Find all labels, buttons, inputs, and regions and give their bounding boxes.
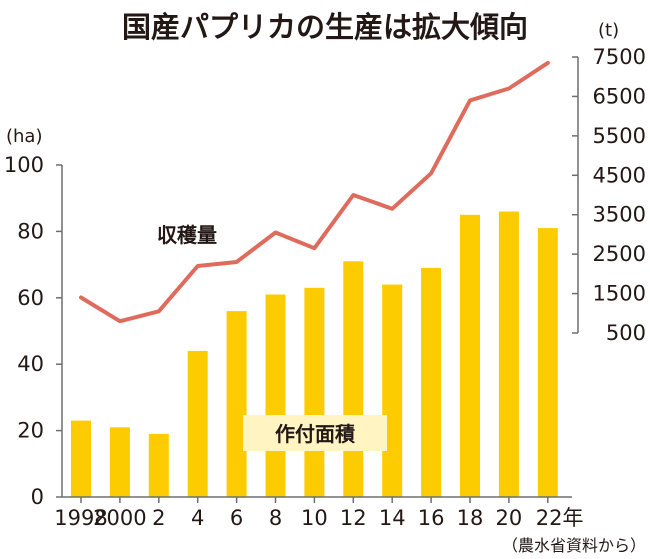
source-note: （農水省資料から）: [502, 536, 646, 555]
bar: [109, 427, 130, 497]
x-tick-label: 1998: [54, 506, 107, 530]
bar: [460, 214, 480, 498]
bar: [421, 267, 442, 497]
right-tick-label: 6500: [593, 84, 646, 108]
bar: [226, 311, 247, 497]
bar: [187, 350, 208, 497]
bar: [304, 287, 325, 497]
chart-title: 国産パプリカの生産は拡大傾向: [122, 10, 528, 44]
x-tick-label: 14: [379, 506, 406, 530]
bar-series: [71, 211, 558, 498]
left-axis-unit: (ha): [6, 126, 42, 147]
right-tick-label: 500: [606, 321, 646, 345]
right-tick-label: 7500: [593, 45, 646, 69]
x-tick-label: 2: [152, 506, 165, 530]
x-tick-label: 6: [230, 506, 243, 530]
right-tick-label: 2500: [593, 242, 646, 266]
bar: [265, 294, 286, 497]
line-point: [391, 208, 393, 210]
left-tick-label: 40: [17, 352, 44, 376]
right-axis: 500 1500 2500 3500 4500 5500 6500 7500: [572, 45, 646, 345]
left-axis: 0 20 40 60 80 100: [4, 153, 63, 509]
x-tick-label: 12: [340, 506, 367, 530]
left-tick-label: 80: [17, 219, 44, 243]
line-point: [275, 232, 276, 233]
line-point: [197, 265, 199, 267]
x-tick-label: 2000: [93, 506, 146, 530]
bar: [71, 420, 91, 497]
line-point: [547, 62, 549, 64]
line-point: [119, 320, 121, 322]
line-series-label: 収穫量: [157, 223, 217, 247]
x-tick-label: 16: [418, 506, 445, 530]
x-tick-label: 8: [269, 506, 282, 530]
line-point: [352, 194, 354, 196]
x-tick-label: 22年: [536, 506, 584, 530]
line-point: [430, 172, 432, 174]
line-point: [80, 297, 82, 298]
right-tick-label: 5500: [593, 124, 646, 148]
bar: [148, 433, 169, 497]
line-point: [236, 261, 238, 263]
left-tick-label: 0: [31, 485, 44, 509]
left-tick-label: 100: [4, 153, 44, 177]
x-tick-label: 18: [457, 506, 484, 530]
x-tick-label: 10: [301, 506, 328, 530]
bar: [537, 228, 558, 497]
left-tick-label: 60: [17, 286, 44, 310]
right-tick-label: 3500: [593, 203, 646, 227]
line-point: [469, 99, 471, 101]
right-tick-label: 1500: [593, 282, 646, 306]
line-point: [508, 88, 510, 89]
bar-series-label: 作付面積: [243, 415, 387, 451]
x-tick-label: 4: [191, 506, 204, 530]
bar: [498, 211, 519, 497]
bar: [343, 261, 364, 497]
line-series: [79, 60, 550, 324]
left-tick-label: 20: [17, 419, 44, 443]
bar-series-label-text: 作付面積: [275, 422, 356, 446]
bar: [382, 284, 403, 497]
line-point: [158, 310, 160, 312]
x-tick-label: 20: [496, 506, 523, 530]
bar-series-label-box: [243, 415, 387, 451]
right-tick-label: 4500: [593, 163, 646, 187]
line-point: [313, 247, 315, 249]
right-axis-unit: (t): [598, 20, 619, 41]
